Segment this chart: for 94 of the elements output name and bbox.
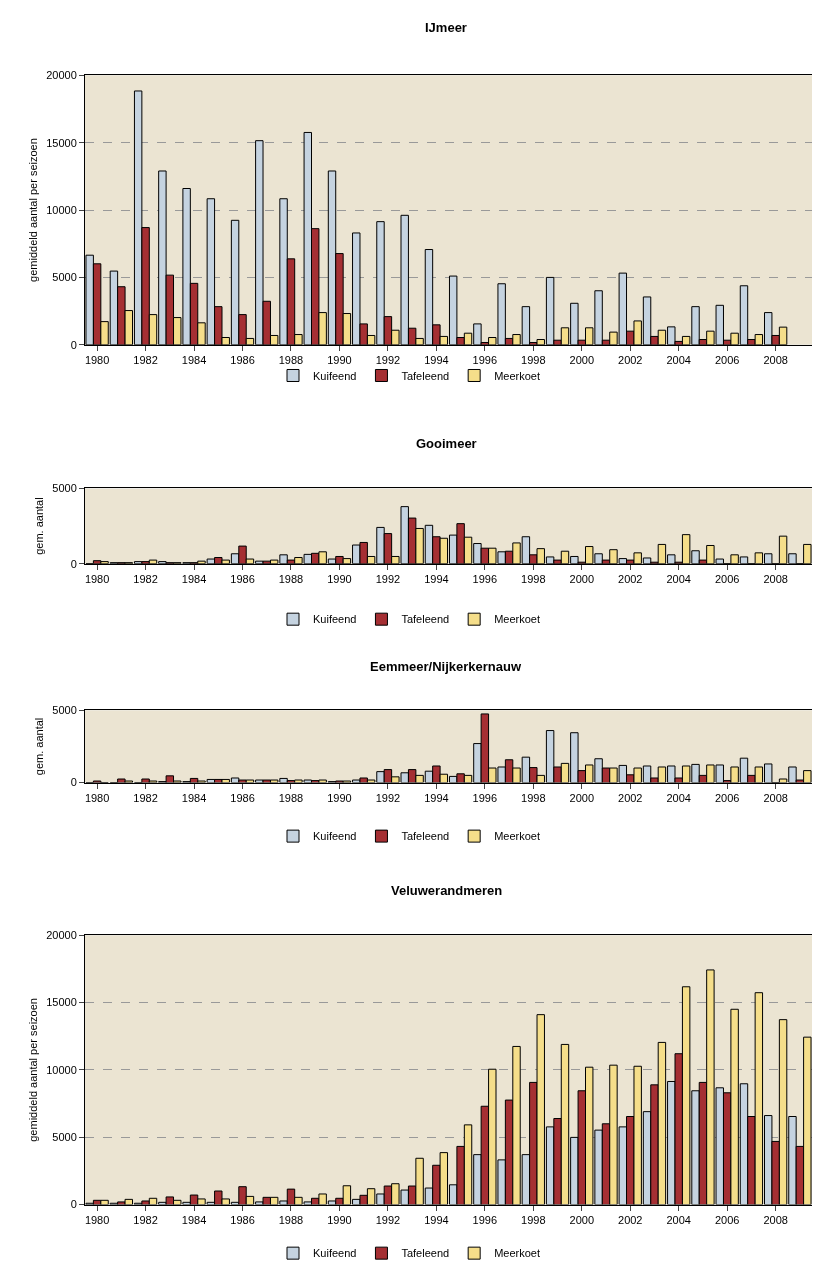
legend-label: Kuifeend xyxy=(313,613,357,626)
x-tick-label: 1996 xyxy=(472,791,498,804)
x-tick-label: 2002 xyxy=(618,572,643,585)
y-tick-label: 10000 xyxy=(46,1063,77,1076)
x-tick-label: 1982 xyxy=(133,572,158,585)
x-tick-label: 1990 xyxy=(327,791,352,804)
x-tick-label: 1992 xyxy=(375,353,401,366)
y-axis-title: gem. aantal xyxy=(32,717,45,776)
x-tick-label: 1996 xyxy=(472,1213,498,1226)
x-tick-label: 2004 xyxy=(666,1213,691,1226)
legend-label: Kuifeend xyxy=(313,1247,357,1260)
y-tick-label: 20000 xyxy=(46,929,77,942)
x-tick-label: 1994 xyxy=(424,572,449,585)
x-tick-label: 1986 xyxy=(230,353,255,366)
x-tick-label: 1984 xyxy=(181,1213,207,1226)
legend-label: Meerkoet xyxy=(494,369,541,382)
x-tick-label: 1982 xyxy=(133,1213,158,1226)
x-tick-label: 1988 xyxy=(278,791,304,804)
x-tick-label: 2006 xyxy=(714,1213,740,1226)
x-tick-label: 2004 xyxy=(666,353,691,366)
y-tick-label: 10000 xyxy=(46,203,77,216)
chart-title: Veluwerandmeren xyxy=(391,883,503,898)
x-tick-label: 1980 xyxy=(84,1213,110,1226)
x-tick-label: 2008 xyxy=(763,791,788,804)
y-tick-label: 20000 xyxy=(46,69,77,82)
x-tick-label: 1988 xyxy=(278,353,304,366)
y-tick-label: 5000 xyxy=(52,482,77,495)
legend-label: Kuifeend xyxy=(313,369,357,382)
chart-title: Eemmeer/Nijkerkernauw xyxy=(370,659,522,674)
x-tick-label: 2002 xyxy=(618,353,643,366)
y-axis-title: gem. aantal xyxy=(32,497,45,555)
x-tick-label: 1990 xyxy=(327,353,352,366)
x-tick-label: 1990 xyxy=(327,572,352,585)
y-tick-label: 0 xyxy=(70,1198,77,1211)
x-tick-label: 2006 xyxy=(714,572,740,585)
x-tick-label: 1998 xyxy=(521,791,546,804)
y-tick-label: 0 xyxy=(70,557,77,570)
legend-label: Tafeleend xyxy=(401,369,450,382)
legend-label: Kuifeend xyxy=(313,830,357,843)
y-axis-title: gemiddeld aantal per seizoen xyxy=(26,138,39,282)
legend-label: Meerkoet xyxy=(494,1247,541,1260)
legend-label: Tafeleend xyxy=(401,1247,450,1260)
x-tick-label: 2000 xyxy=(569,572,595,585)
x-tick-label: 1984 xyxy=(181,791,207,804)
x-tick-label: 1992 xyxy=(375,572,401,585)
x-tick-label: 2004 xyxy=(666,572,691,585)
x-tick-label: 1994 xyxy=(424,353,449,366)
y-tick-label: 5000 xyxy=(52,271,77,284)
y-axis-title: gemiddeld aantal per seizoen xyxy=(26,998,39,1142)
y-tick-label: 0 xyxy=(70,338,77,351)
x-tick-label: 2006 xyxy=(714,791,740,804)
x-tick-label: 1986 xyxy=(230,791,255,804)
x-tick-label: 1998 xyxy=(521,572,546,585)
x-tick-label: 1996 xyxy=(472,572,498,585)
x-tick-label: 2006 xyxy=(714,353,740,366)
x-tick-label: 2002 xyxy=(618,1213,643,1226)
x-tick-label: 1988 xyxy=(278,572,304,585)
chart-title: Gooimeer xyxy=(416,436,477,451)
x-tick-label: 2000 xyxy=(569,791,595,804)
x-tick-label: 1988 xyxy=(278,1213,304,1226)
y-tick-label: 5000 xyxy=(52,1131,77,1144)
x-tick-label: 2004 xyxy=(666,791,691,804)
x-tick-label: 1980 xyxy=(84,791,110,804)
x-tick-label: 2008 xyxy=(763,572,788,585)
x-tick-label: 1998 xyxy=(521,353,546,366)
x-tick-label: 1998 xyxy=(521,1213,546,1226)
x-tick-label: 2008 xyxy=(763,353,788,366)
x-tick-label: 1986 xyxy=(230,1213,255,1226)
x-tick-label: 1984 xyxy=(181,572,207,585)
legend-label: Meerkoet xyxy=(494,830,541,843)
y-tick-label: 0 xyxy=(70,776,77,789)
y-tick-label: 15000 xyxy=(46,136,77,149)
legend-label: Meerkoet xyxy=(494,613,541,626)
legend-label: Tafeleend xyxy=(401,613,450,626)
x-tick-label: 1980 xyxy=(84,572,110,585)
x-tick-label: 1996 xyxy=(472,353,498,366)
legend-label: Tafeleend xyxy=(401,830,450,843)
x-tick-label: 1994 xyxy=(424,791,449,804)
x-tick-label: 2008 xyxy=(763,1213,788,1226)
x-tick-label: 1992 xyxy=(375,1213,401,1226)
x-tick-label: 1982 xyxy=(133,791,158,804)
x-tick-label: 1982 xyxy=(133,353,158,366)
x-tick-label: 2000 xyxy=(569,353,595,366)
x-tick-label: 1986 xyxy=(230,572,255,585)
x-tick-label: 1990 xyxy=(327,1213,352,1226)
x-tick-label: 2000 xyxy=(569,1213,595,1226)
x-tick-label: 1992 xyxy=(375,791,401,804)
x-tick-label: 1984 xyxy=(181,353,207,366)
chart-title: IJmeer xyxy=(425,20,467,35)
x-tick-label: 1994 xyxy=(424,1213,449,1226)
x-tick-label: 1980 xyxy=(84,353,110,366)
y-tick-label: 15000 xyxy=(46,996,77,1009)
y-tick-label: 5000 xyxy=(52,704,77,717)
x-tick-label: 2002 xyxy=(618,791,643,804)
